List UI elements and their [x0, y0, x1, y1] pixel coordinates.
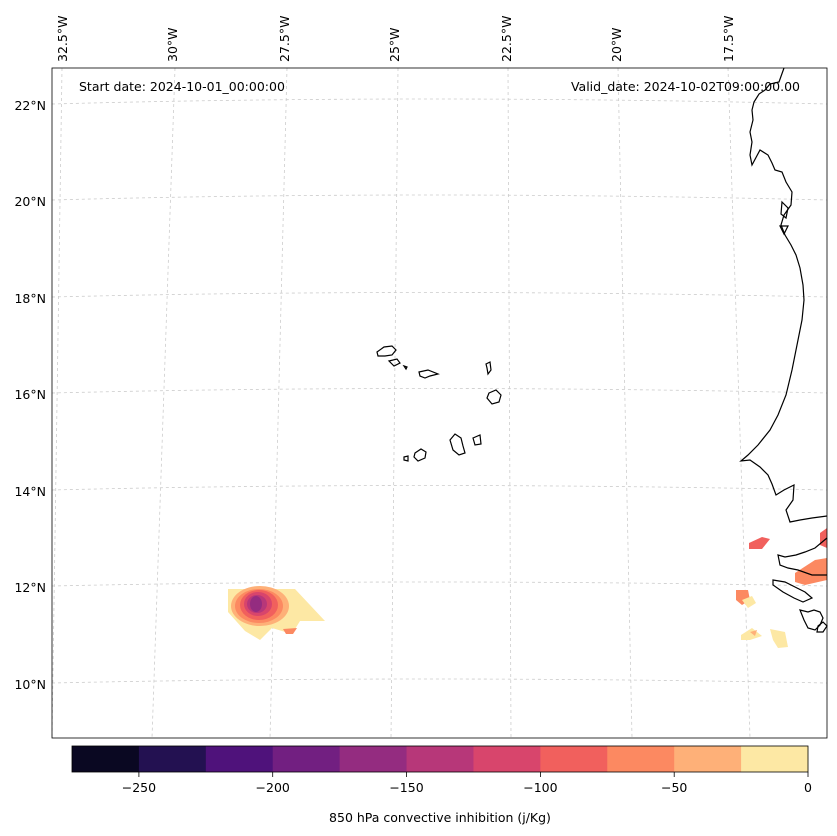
island-santa-luzia [402, 364, 408, 371]
contour-west-core [250, 596, 262, 612]
lat-label: 12°N [14, 580, 46, 595]
coastline-africa [739, 67, 828, 523]
contour-west-orange-patch [283, 628, 297, 634]
coastline-guinea-isles [816, 621, 828, 633]
colorbar-tick-label: −150 [389, 780, 423, 795]
lon-label: 25°W [387, 27, 402, 62]
coastline-banc2 [779, 225, 789, 236]
colorbar-bin [138, 746, 207, 772]
lon-label: 22.5°W [499, 16, 514, 62]
gridline-lon-325 [51, 67, 63, 739]
coastline-guinea [799, 609, 824, 631]
island-santiago [449, 433, 466, 456]
colorbar-frame [71, 745, 809, 773]
gridline-lon-175 [727, 67, 751, 739]
island-fogo [413, 448, 427, 462]
colorbar-tick-label: 0 [804, 780, 812, 795]
lon-label: 32.5°W [55, 16, 70, 62]
colorbar-ticks [138, 772, 809, 777]
contour-east-5 [742, 596, 756, 608]
island-maio [472, 434, 482, 446]
coastline-africa-south [777, 537, 828, 576]
island-brava [403, 455, 409, 462]
colorbar-bin [674, 746, 742, 772]
colorbar-bin [406, 746, 474, 772]
lat-label: 10°N [14, 677, 46, 692]
lon-label: 27.5°W [277, 16, 292, 62]
lon-label: 20°W [609, 27, 624, 62]
map-panel [52, 68, 827, 738]
lat-label: 18°N [14, 291, 46, 306]
coastlines [376, 67, 828, 633]
lon-label: 30°W [165, 27, 180, 62]
colorbar-bin [339, 746, 408, 772]
start-date-label: Start date: 2024-10-01_00:00:00 [79, 79, 285, 94]
colorbar-bin [72, 746, 140, 772]
island-sao-nicolau [418, 369, 440, 379]
valid-date-label: Valid_date: 2024-10-02T09:00:00.00 [571, 79, 800, 94]
colorbar-bin [540, 746, 608, 772]
lon-label: 17.5°W [721, 16, 736, 62]
colorbar-tick-label: −100 [523, 780, 557, 795]
island-boa-vista [486, 389, 502, 405]
colorbar-bin [473, 746, 541, 772]
gridline-lon-20 [617, 67, 633, 739]
lat-label: 22°N [14, 98, 46, 113]
colorbar-bin [741, 746, 809, 772]
island-sal [485, 361, 492, 376]
colorbar-bin [205, 746, 274, 772]
contour-east-3 [795, 558, 827, 585]
contour-east-8 [750, 630, 757, 636]
map-frame [51, 67, 828, 739]
cin-contours [228, 528, 827, 648]
gridline-lon-225 [507, 67, 512, 739]
colorbar: −250 −200 −150 −100 −50 0 850 hPa convec… [71, 745, 812, 825]
gridline-lon-25 [390, 67, 399, 739]
island-sao-vicente [387, 358, 401, 367]
coastline-banc [780, 200, 789, 220]
colorbar-bin [272, 746, 341, 772]
coastline-bissau [772, 579, 814, 603]
colorbar-tick-label: −250 [122, 780, 156, 795]
colorbar-tick-label: −50 [661, 780, 687, 795]
lat-label: 16°N [14, 387, 46, 402]
lat-labels: 22°N 20°N 18°N 16°N 14°N 12°N 10°N [14, 98, 46, 692]
contour-east-6 [741, 628, 762, 640]
colorbar-tick-label: −200 [256, 780, 290, 795]
lon-labels: 32.5°W 30°W 27.5°W 25°W 22.5°W 20°W 17.5… [55, 16, 736, 62]
contour-east-1 [749, 537, 770, 549]
lat-label: 20°N [14, 194, 46, 209]
colorbar-bins [72, 746, 809, 772]
contour-east-7 [770, 629, 788, 648]
island-santo-antao [376, 345, 397, 357]
lat-label: 14°N [14, 484, 46, 499]
colorbar-bin [607, 746, 675, 772]
colorbar-label: 850 hPa convective inhibition (j/Kg) [329, 810, 551, 825]
gridline-lon-30 [151, 67, 176, 739]
